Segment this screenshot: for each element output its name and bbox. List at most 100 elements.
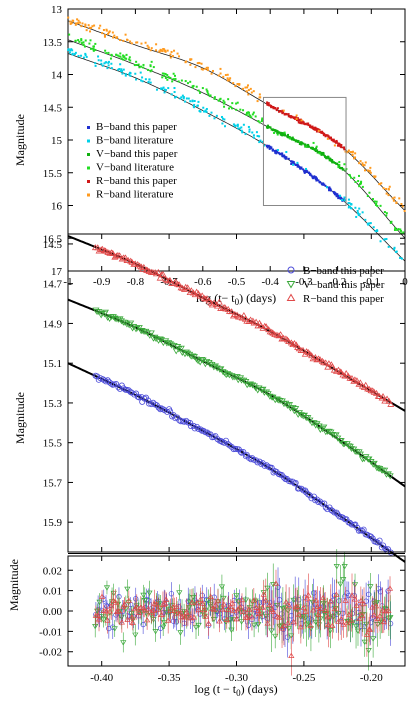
data-point [315, 179, 318, 182]
data-point [117, 68, 120, 71]
data-point [280, 474, 287, 481]
data-point [201, 87, 204, 90]
data-point [122, 54, 125, 57]
data-point [116, 54, 119, 57]
data-point [173, 49, 176, 52]
data-point [97, 59, 100, 62]
data-point [77, 39, 80, 42]
data-point [336, 144, 339, 147]
data-point [122, 68, 125, 71]
data-point [266, 125, 269, 128]
residual-point [121, 601, 128, 607]
data-point [335, 141, 338, 144]
zoom-box [262, 96, 347, 206]
data-point [74, 39, 77, 42]
data-point [235, 102, 238, 105]
residual-point [237, 604, 244, 610]
y-tick-label: -0.01 [39, 626, 62, 638]
data-point [292, 406, 300, 413]
residual-point [192, 624, 200, 631]
data-point [294, 163, 297, 166]
data-point [269, 126, 272, 129]
data-point [258, 96, 261, 99]
y-tick-label: 0.02 [43, 565, 62, 577]
data-point [298, 143, 301, 146]
data-point [360, 526, 367, 533]
data-point [242, 87, 245, 90]
data-point [376, 229, 379, 232]
legend-label: R−band literature [96, 189, 173, 201]
data-point [107, 31, 110, 34]
data-point [240, 312, 248, 318]
data-point [294, 139, 297, 142]
x-tick-label: -0.5 [228, 276, 246, 288]
data-point [105, 28, 108, 31]
y-tick-label: 15.5 [43, 168, 63, 180]
data-point [398, 197, 401, 200]
residual-point [363, 631, 370, 637]
data-point [283, 112, 286, 115]
residual-point [305, 620, 312, 627]
data-point [383, 238, 386, 241]
legend-label: V−band this paper [303, 279, 385, 291]
data-point [80, 54, 83, 57]
data-point [366, 195, 369, 198]
data-point [401, 257, 404, 260]
data-point [164, 49, 167, 52]
data-point [350, 207, 353, 210]
residual-point [228, 627, 235, 633]
residual-point [331, 592, 337, 599]
data-point [370, 460, 378, 467]
data-point [337, 438, 345, 445]
data-point [124, 73, 127, 76]
residual-point [302, 608, 309, 614]
data-point [219, 72, 222, 75]
residual-point [146, 590, 153, 596]
residual-point [248, 613, 256, 620]
data-point [101, 32, 104, 35]
data-point [279, 133, 282, 136]
data-point [258, 121, 261, 124]
data-point [329, 137, 332, 140]
residual-point [252, 598, 259, 605]
residual-point [233, 615, 240, 622]
data-point [164, 72, 167, 75]
data-point [78, 21, 81, 24]
data-point [128, 56, 131, 59]
data-point [98, 27, 101, 30]
y-tick-label: 15.1 [43, 358, 62, 370]
data-point [373, 200, 376, 203]
data-point [304, 143, 307, 146]
data-point [215, 298, 223, 305]
data-point [379, 393, 387, 400]
data-point [231, 107, 234, 110]
data-point [266, 101, 269, 104]
residual-point [206, 602, 214, 608]
data-point [123, 321, 131, 328]
y-tick-label: 14.9 [43, 318, 63, 330]
data-point [205, 107, 208, 110]
data-point [375, 202, 378, 205]
data-point [260, 120, 263, 123]
data-point [137, 63, 140, 66]
data-point [329, 508, 336, 515]
data-point [228, 444, 235, 451]
x-axis-label: log (t− t0) (days) [196, 291, 276, 307]
data-point [224, 440, 231, 447]
data-point [140, 65, 143, 68]
data-point [348, 202, 351, 205]
data-point [306, 143, 309, 146]
data-point [152, 336, 160, 343]
data-point [283, 154, 286, 157]
data-point [167, 408, 174, 415]
data-point [258, 93, 261, 96]
data-point [80, 39, 83, 42]
legend-marker [286, 293, 296, 301]
data-point [179, 97, 182, 100]
residual-point [124, 586, 131, 593]
data-point [164, 76, 167, 79]
data-point [314, 126, 317, 129]
data-point [274, 129, 277, 132]
residual-point [288, 633, 295, 639]
data-point [68, 33, 71, 36]
